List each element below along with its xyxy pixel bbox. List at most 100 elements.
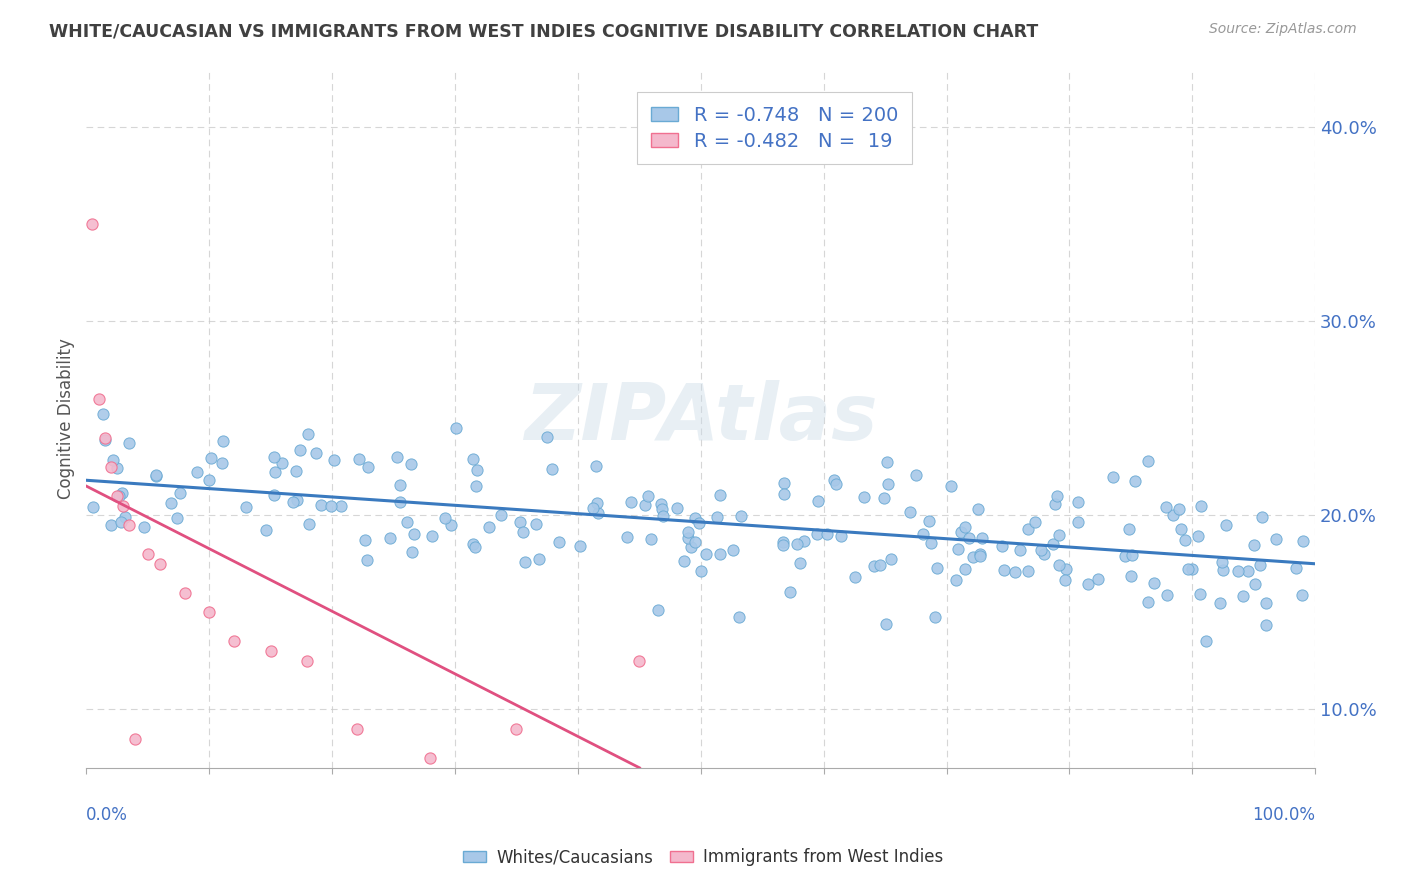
Point — [404, 527, 426, 541]
Point — [628, 654, 651, 668]
Point — [1163, 508, 1185, 523]
Point — [650, 497, 672, 511]
Point — [285, 492, 308, 507]
Point — [672, 554, 695, 568]
Point — [160, 496, 183, 510]
Text: 0.0%: 0.0% — [86, 806, 128, 824]
Point — [444, 420, 467, 434]
Point — [647, 603, 669, 617]
Point — [1195, 634, 1218, 648]
Point — [1187, 529, 1209, 543]
Point — [1189, 586, 1212, 600]
Point — [876, 455, 898, 469]
Point — [1189, 499, 1212, 513]
Point — [789, 556, 811, 570]
Point — [385, 450, 408, 465]
Point — [1174, 533, 1197, 548]
Point — [898, 505, 921, 519]
Point — [709, 547, 731, 561]
Point — [924, 610, 946, 624]
Point — [1244, 576, 1267, 591]
Point — [652, 509, 675, 524]
Point — [1118, 522, 1140, 536]
Point — [100, 459, 122, 474]
Point — [1208, 595, 1230, 609]
Point — [852, 491, 875, 505]
Point — [463, 537, 485, 551]
Legend: Whites/Caucasians, Immigrants from West Indies: Whites/Caucasians, Immigrants from West … — [456, 842, 950, 873]
Point — [1121, 549, 1143, 563]
Point — [91, 407, 114, 421]
Point — [1142, 576, 1164, 591]
Point — [993, 563, 1015, 577]
Point — [676, 532, 699, 546]
Point — [87, 392, 110, 406]
Point — [728, 610, 751, 624]
Point — [263, 450, 285, 465]
Point — [637, 489, 659, 503]
Point — [1291, 588, 1313, 602]
Point — [1114, 549, 1136, 563]
Point — [1237, 564, 1260, 578]
Point — [967, 502, 990, 516]
Point — [298, 517, 321, 532]
Point — [1211, 555, 1233, 569]
Point — [1043, 497, 1066, 511]
Point — [105, 489, 128, 503]
Point — [259, 644, 281, 658]
Point — [186, 465, 208, 479]
Point — [695, 547, 717, 561]
Point — [1008, 542, 1031, 557]
Point — [807, 493, 830, 508]
Point — [94, 433, 117, 447]
Point — [536, 430, 558, 444]
Point — [1077, 577, 1099, 591]
Point — [491, 508, 513, 523]
Point — [347, 452, 370, 467]
Point — [1123, 474, 1146, 488]
Point — [1265, 533, 1288, 547]
Point — [309, 498, 332, 512]
Point — [509, 515, 531, 529]
Point — [679, 540, 702, 554]
Point — [149, 557, 172, 571]
Point — [1119, 569, 1142, 583]
Point — [721, 542, 744, 557]
Point — [467, 463, 489, 477]
Point — [1087, 573, 1109, 587]
Point — [844, 569, 866, 583]
Point — [388, 494, 411, 508]
Point — [904, 468, 927, 483]
Point — [1170, 523, 1192, 537]
Point — [108, 489, 131, 503]
Point — [283, 495, 305, 509]
Point — [145, 467, 167, 482]
Point — [297, 654, 319, 668]
Point — [666, 500, 689, 515]
Point — [212, 434, 235, 448]
Point — [330, 500, 353, 514]
Point — [991, 540, 1014, 554]
Point — [779, 585, 801, 599]
Point — [683, 511, 706, 525]
Point — [953, 519, 976, 533]
Point — [946, 541, 969, 556]
Point — [513, 555, 536, 569]
Point — [772, 487, 794, 501]
Point — [211, 456, 233, 470]
Point — [869, 558, 891, 573]
Point — [82, 217, 104, 231]
Point — [568, 539, 591, 553]
Point — [640, 532, 662, 546]
Point — [464, 540, 486, 554]
Point — [806, 527, 828, 541]
Point — [505, 722, 527, 736]
Point — [969, 547, 991, 561]
Point — [465, 478, 488, 492]
Point — [911, 527, 934, 541]
Point — [512, 525, 534, 540]
Point — [1042, 537, 1064, 551]
Point — [1232, 589, 1254, 603]
Point — [582, 501, 605, 516]
Point — [117, 436, 139, 450]
